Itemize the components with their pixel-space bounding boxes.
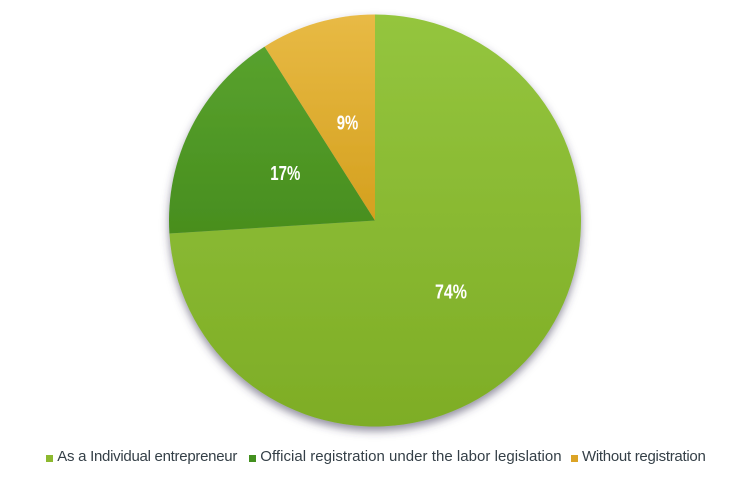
svg-text:9%: 9% — [337, 112, 359, 134]
svg-text:17%: 17% — [270, 163, 300, 185]
svg-text:74%: 74% — [435, 282, 467, 304]
